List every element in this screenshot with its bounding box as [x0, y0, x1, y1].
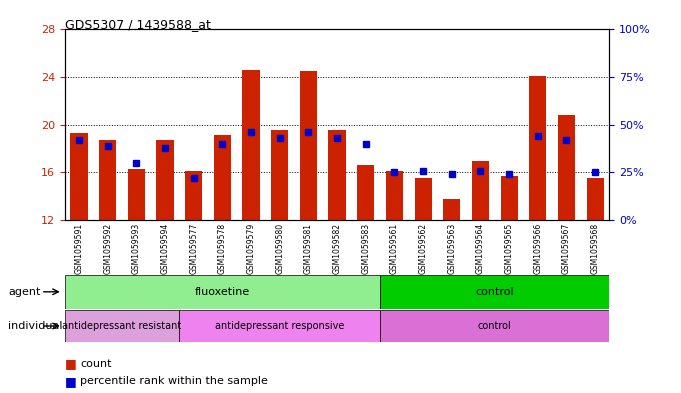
Bar [472, 160, 489, 220]
Bar [157, 140, 174, 220]
Bar [65, 310, 179, 342]
Text: fluoxetine: fluoxetine [195, 287, 250, 297]
Text: count: count [80, 358, 112, 369]
Bar [179, 310, 380, 342]
Text: control: control [475, 287, 514, 297]
Bar [328, 130, 346, 220]
Text: individual: individual [8, 321, 63, 331]
Bar [271, 130, 288, 220]
Bar [357, 165, 375, 220]
Bar [300, 71, 317, 220]
Text: percentile rank within the sample: percentile rank within the sample [80, 376, 268, 386]
Text: agent: agent [8, 287, 41, 297]
Text: antidepressant responsive: antidepressant responsive [215, 321, 345, 331]
Text: control: control [478, 321, 511, 331]
Bar [99, 140, 116, 220]
Bar [70, 133, 88, 220]
Bar [242, 70, 259, 220]
Bar [380, 310, 609, 342]
Bar [586, 178, 604, 220]
Bar [501, 176, 518, 220]
Bar [380, 275, 609, 309]
Bar [185, 171, 202, 220]
Text: antidepressant resistant: antidepressant resistant [63, 321, 182, 331]
Text: GDS5307 / 1439588_at: GDS5307 / 1439588_at [65, 18, 210, 31]
Bar [415, 178, 432, 220]
Bar [558, 115, 575, 220]
Text: ■: ■ [65, 375, 76, 388]
Bar [443, 198, 460, 220]
Bar [529, 76, 546, 220]
Bar [128, 169, 145, 220]
Bar [65, 275, 380, 309]
Text: ■: ■ [65, 357, 76, 370]
Bar [386, 171, 403, 220]
Bar [214, 136, 231, 220]
